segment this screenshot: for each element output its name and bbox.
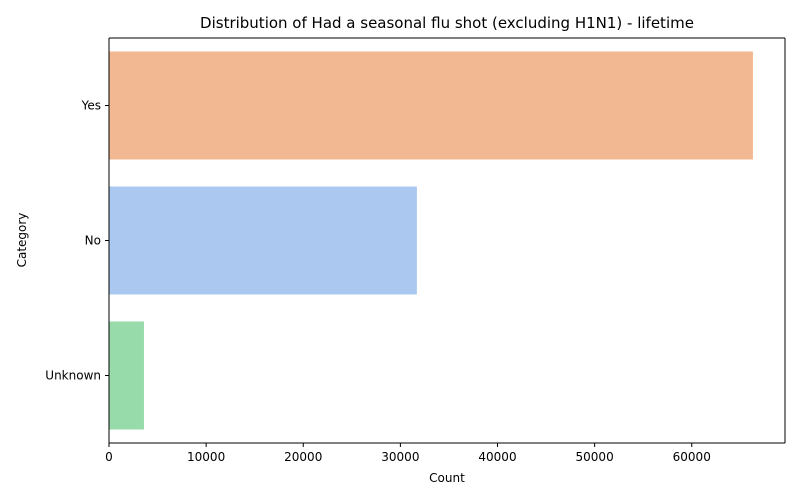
x-tick-label: 10000 — [187, 450, 225, 464]
x-axis-ticks: 0 10000 20000 30000 40000 50000 60000 — [105, 443, 711, 464]
bar-unknown — [109, 321, 144, 430]
y-tick-label-unknown: Unknown — [45, 369, 101, 383]
x-tick-label: 40000 — [478, 450, 516, 464]
bars-layer — [109, 51, 753, 430]
y-axis-label: Category — [15, 213, 29, 268]
x-tick-label: 30000 — [381, 450, 419, 464]
x-tick-label: 0 — [105, 450, 113, 464]
y-axis-ticks: Yes No Unknown — [45, 99, 109, 383]
bar-no — [109, 186, 417, 295]
x-tick-label: 60000 — [673, 450, 711, 464]
y-tick-label-yes: Yes — [81, 99, 101, 113]
chart-title: Distribution of Had a seasonal flu shot … — [200, 14, 694, 32]
x-tick-label: 50000 — [576, 450, 614, 464]
x-axis-label: Count — [429, 471, 465, 485]
y-tick-label-no: No — [85, 234, 101, 248]
x-tick-label: 20000 — [284, 450, 322, 464]
bar-yes — [109, 51, 753, 160]
